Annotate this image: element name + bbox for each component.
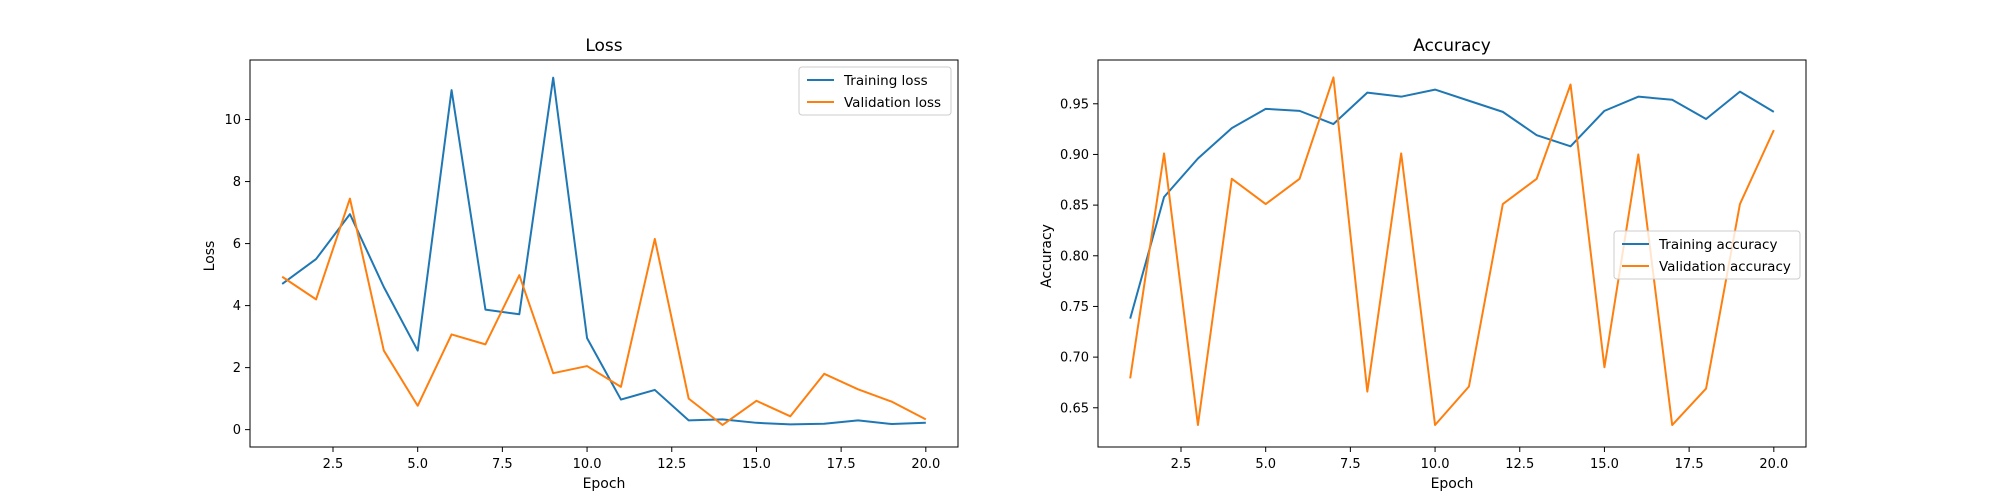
loss-legend: Training loss Validation loss bbox=[798, 66, 952, 116]
loss-y-tick-label: 6 bbox=[233, 237, 241, 252]
legend-label-validation-accuracy: Validation accuracy bbox=[1659, 259, 1791, 275]
accuracy-y-tick-label: 0.80 bbox=[1060, 249, 1089, 264]
accuracy-legend: Training accuracy Validation accuracy bbox=[1613, 230, 1801, 280]
legend-label-training-accuracy: Training accuracy bbox=[1658, 237, 1777, 253]
accuracy-axis-ticks: 2.5 5.0 7.5 10.0 12.5 15.0 17.5 20.0 0.65 0.70 0.7… bbox=[1060, 97, 1788, 472]
accuracy-x-tick-label: 20.0 bbox=[1759, 457, 1788, 472]
loss-chart-title: Loss bbox=[585, 36, 622, 56]
series-line-training-loss bbox=[281, 76, 926, 426]
loss-y-axis-label: Loss bbox=[202, 241, 218, 272]
accuracy-x-tick-label: 17.5 bbox=[1675, 457, 1704, 472]
legend-label-validation-loss: Validation loss bbox=[844, 95, 941, 111]
loss-x-tick-label: 7.5 bbox=[492, 457, 513, 472]
loss-x-tick-label: 5.0 bbox=[407, 457, 428, 472]
series-line-validation-accuracy bbox=[1129, 76, 1775, 427]
accuracy-x-tick-label: 10.0 bbox=[1421, 457, 1450, 472]
loss-x-axis-label: Epoch bbox=[583, 476, 626, 492]
loss-y-tick-label: 2 bbox=[233, 361, 241, 376]
loss-y-tick-label: 10 bbox=[224, 113, 241, 128]
accuracy-y-tick-label: 0.75 bbox=[1060, 300, 1089, 315]
loss-x-tick-label: 20.0 bbox=[911, 457, 940, 472]
loss-x-tick-label: 12.5 bbox=[657, 457, 686, 472]
accuracy-chart-title: Accuracy bbox=[1413, 36, 1491, 56]
loss-y-tick-label: 4 bbox=[233, 299, 241, 314]
loss-chart: Loss Epoch Loss 2.5 5.0 7.5 10.0 12.5 15.0 17.… bbox=[202, 36, 959, 492]
accuracy-x-tick-label: 12.5 bbox=[1505, 457, 1534, 472]
accuracy-x-tick-label: 5.0 bbox=[1255, 457, 1276, 472]
accuracy-plot-frame bbox=[1097, 59, 1807, 448]
accuracy-x-tick-label: 2.5 bbox=[1171, 457, 1192, 472]
accuracy-legend-box bbox=[1613, 230, 1801, 280]
loss-y-tick-label: 8 bbox=[233, 175, 241, 190]
legend-label-training-loss: Training loss bbox=[843, 73, 928, 89]
loss-series-lines bbox=[281, 76, 927, 426]
accuracy-y-axis-label: Accuracy bbox=[1039, 224, 1055, 288]
accuracy-y-tick-label: 0.65 bbox=[1060, 401, 1089, 416]
loss-x-tick-label: 10.0 bbox=[573, 457, 602, 472]
accuracy-y-tick-label: 0.85 bbox=[1060, 199, 1089, 214]
accuracy-x-tick-label: 15.0 bbox=[1590, 457, 1619, 472]
loss-x-tick-label: 17.5 bbox=[827, 457, 856, 472]
series-line-validation-loss bbox=[281, 197, 927, 426]
series-line-training-accuracy bbox=[1129, 88, 1775, 319]
loss-axis-ticks: 2.5 5.0 7.5 10.0 12.5 15.0 17.5 20.0 0 2 4 6 8 10 bbox=[224, 113, 940, 472]
accuracy-x-axis-label: Epoch bbox=[1431, 476, 1474, 492]
loss-plot-frame bbox=[249, 59, 959, 448]
accuracy-y-tick-label: 0.95 bbox=[1060, 97, 1089, 112]
accuracy-x-tick-label: 7.5 bbox=[1340, 457, 1361, 472]
accuracy-y-tick-label: 0.90 bbox=[1060, 148, 1089, 163]
accuracy-series-lines bbox=[1129, 76, 1775, 427]
accuracy-chart: Accuracy Epoch Accuracy 2.5 5.0 7.5 10.0 12.… bbox=[1039, 36, 1807, 492]
loss-y-tick-label: 0 bbox=[233, 423, 241, 438]
loss-x-tick-label: 2.5 bbox=[323, 457, 344, 472]
loss-legend-box bbox=[798, 66, 952, 116]
loss-x-tick-label: 15.0 bbox=[742, 457, 771, 472]
accuracy-y-tick-label: 0.70 bbox=[1060, 351, 1089, 366]
